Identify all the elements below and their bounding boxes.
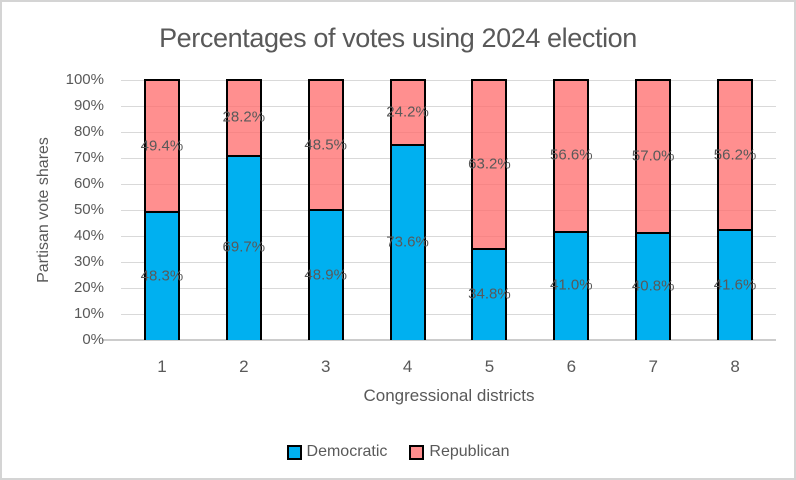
x-tick-label: 7 [648,357,658,376]
gridline [121,262,776,263]
x-tick-label: 8 [730,357,740,376]
legend-label: Democratic [306,443,388,460]
x-tick-label: 5 [484,357,495,376]
bar-segment-democratic [309,209,342,340]
y-tick-label: 30% [73,253,104,270]
value-label-republican: 24.2% [386,103,429,121]
value-label-democratic: 40.8% [631,277,675,295]
value-label-republican: 63.2% [468,155,511,173]
value-label-democratic: 41.6% [713,276,757,294]
gridline [121,158,776,159]
bar-district-4 [389,79,426,340]
bar-segment-democratic [391,144,424,340]
gridline [121,184,776,185]
bar-district-3 [307,79,344,340]
x-tick-label: 1 [157,357,167,376]
y-tick-label: 100% [65,71,104,88]
value-label-republican: 56.2% [713,146,757,164]
x-tick-label: 3 [320,357,331,376]
x-tick-label: 2 [239,357,249,376]
legend-label: Republican [429,443,510,460]
x-tick-label: 4 [402,357,413,376]
bar-district-1 [143,79,180,340]
bar-segment-democratic [555,231,588,340]
legend-swatch-democratic [286,444,302,460]
gridline [121,132,776,133]
gridline [121,314,776,315]
gridline [121,288,776,289]
bar-segment-democratic [473,248,506,340]
bar-district-2 [225,79,262,340]
x-axis-title: Congressional districts [363,386,535,405]
value-label-republican: 56.6% [550,146,593,164]
value-label-democratic: 69.7% [222,238,266,256]
value-label-democratic: 73.6% [386,233,429,251]
value-label-democratic: 41.0% [550,276,593,294]
y-tick-label: 40% [73,227,104,244]
value-label-republican: 48.5% [304,136,347,154]
gridline [121,80,776,81]
bar-segment-democratic [637,232,670,340]
chart-title: Percentages of votes using 2024 election [159,23,637,53]
y-tick-label: 90% [73,97,104,114]
x-axis-line [102,339,776,341]
y-tick-label: 0% [82,331,104,348]
y-tick-label: 50% [73,201,104,218]
bar-district-5 [471,79,508,340]
value-label-democratic: 48.9% [304,266,347,284]
legend-swatch-republican [409,444,425,460]
gridline [121,210,776,211]
legend-item-republican: Republican [409,443,509,461]
bar-district-8 [717,79,754,340]
value-label-democratic: 48.3% [140,267,184,285]
bar-segment-democratic [719,229,752,340]
legend-item-democratic: Democratic [286,443,388,461]
value-label-republican: 57.0% [631,147,675,165]
bar-district-7 [635,79,672,340]
bar-segment-democratic [227,155,260,340]
value-label-republican: 49.4% [140,137,184,155]
y-tick-label: 60% [73,175,104,192]
y-tick-label: 70% [73,149,104,166]
y-tick-label: 80% [73,123,104,140]
gridline [121,106,776,107]
y-tick-label: 20% [73,279,104,296]
x-tick-label: 6 [566,357,577,376]
gridline [121,236,776,237]
bar-segment-democratic [145,211,178,340]
y-tick-label: 10% [73,305,104,322]
value-label-democratic: 34.8% [468,285,511,303]
bar-district-6 [553,79,590,340]
legend: Democratic Republican [2,443,794,461]
value-label-republican: 28.2% [222,108,266,126]
